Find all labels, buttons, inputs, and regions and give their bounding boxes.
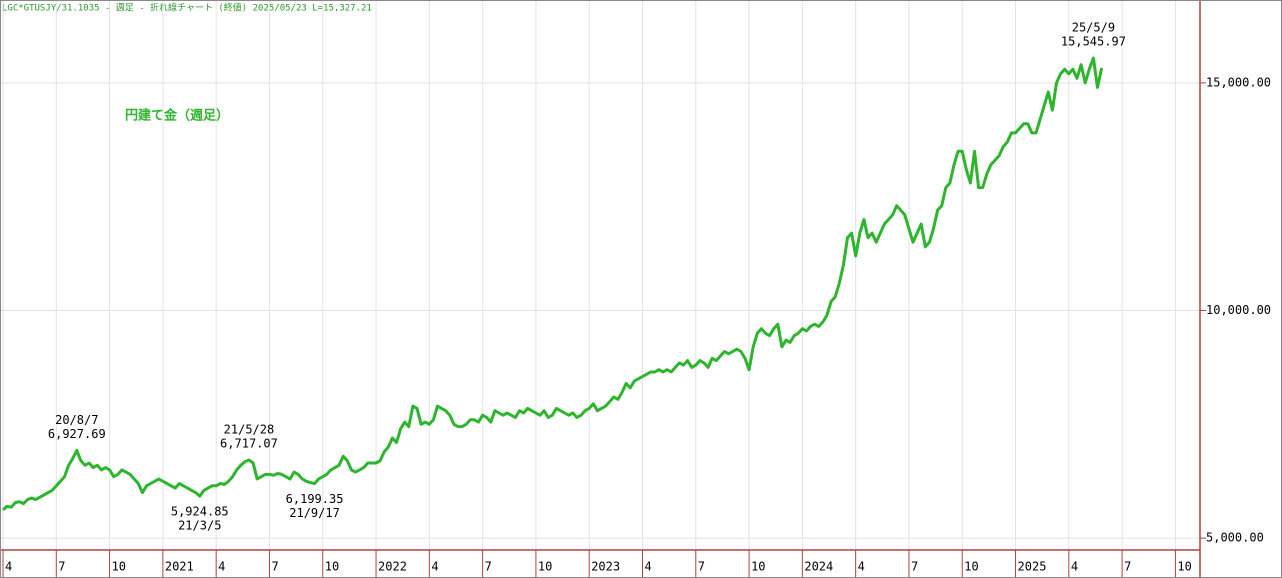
x-tick-label: 7	[911, 560, 918, 574]
annotation-date: 21/3/5	[178, 519, 221, 533]
chart-header: LGC*GTUSJY/31.1035 - 週足 - 折れ線チャート (終値) 2…	[2, 2, 372, 14]
x-tick-label: 4	[218, 560, 225, 574]
annotation-value: 6,717.07	[220, 436, 278, 450]
chart-title: 円建て金（週足）	[125, 108, 229, 124]
x-tick-label: 10	[1177, 560, 1191, 574]
annotation-value: 6,199.35	[286, 492, 344, 506]
x-tick-label: 2025	[1018, 560, 1047, 574]
x-tick-label: 2023	[591, 560, 620, 574]
x-tick-label: 10	[751, 560, 765, 574]
x-tick-label: 4	[431, 560, 438, 574]
x-tick-label: 4	[1071, 560, 1078, 574]
x-tick-label: 10	[964, 560, 978, 574]
x-tick-label: 7	[485, 560, 492, 574]
y-tick-label: 5,000.00	[1206, 531, 1264, 545]
x-tick-label: 7	[271, 560, 278, 574]
x-tick-label: 2021	[165, 560, 194, 574]
x-tick-label: 10	[112, 560, 126, 574]
line-series	[2, 56, 1104, 512]
x-tick-label: 10	[538, 560, 552, 574]
annotation-date: 25/5/9	[1072, 21, 1115, 35]
x-tick-label: 4	[644, 560, 651, 574]
x-tick-label: 10	[325, 560, 339, 574]
annotation-value: 15,545.97	[1061, 35, 1126, 49]
x-tick-label: 2024	[804, 560, 833, 574]
x-tick-label: 7	[1124, 560, 1131, 574]
x-tick-label: 2022	[378, 560, 407, 574]
annotation-date: 21/5/28	[224, 422, 275, 436]
annotation-value: 6,927.69	[48, 427, 106, 441]
annotation-date: 21/9/17	[289, 506, 340, 520]
y-tick-label: 15,000.00	[1206, 75, 1271, 89]
y-tick-label: 10,000.00	[1206, 303, 1271, 317]
x-tick-label: 7	[58, 560, 65, 574]
x-tick-label: 4	[858, 560, 865, 574]
annotation-value: 5,924.85	[171, 505, 229, 519]
x-tick-label: 7	[698, 560, 705, 574]
annotation-date: 20/8/7	[55, 413, 98, 427]
x-tick-label: 4	[5, 560, 12, 574]
